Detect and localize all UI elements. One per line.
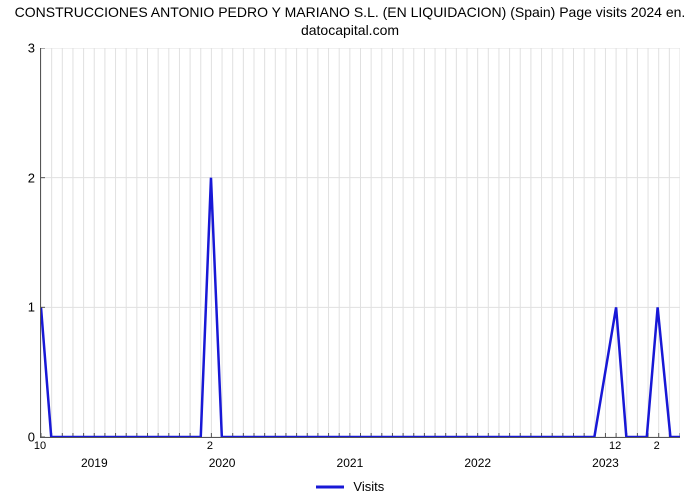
x-year-label: 2022 (464, 456, 491, 470)
visits-chart: CONSTRUCCIONES ANTONIO PEDRO Y MARIANO S… (0, 0, 700, 500)
y-tick-label: 1 (5, 300, 35, 315)
x-year-label: 2020 (209, 456, 236, 470)
chart-title: CONSTRUCCIONES ANTONIO PEDRO Y MARIANO S… (0, 4, 700, 39)
y-tick-label: 3 (5, 41, 35, 56)
data-value-label: 2 (654, 440, 660, 452)
legend-series-label: Visits (353, 479, 384, 494)
chart-title-line2: datocapital.com (301, 22, 399, 38)
x-year-label: 2023 (592, 456, 619, 470)
legend: Visits (0, 478, 700, 494)
plot-svg (41, 48, 680, 437)
x-year-label: 2019 (81, 456, 108, 470)
y-tick-label: 0 (5, 430, 35, 445)
data-value-label: 2 (207, 440, 213, 452)
data-value-label: 12 (609, 440, 621, 452)
y-tick-label: 2 (5, 170, 35, 185)
x-year-label: 2021 (337, 456, 364, 470)
chart-title-line1: CONSTRUCCIONES ANTONIO PEDRO Y MARIANO S… (15, 4, 686, 20)
plot-area (40, 48, 680, 438)
legend-swatch (316, 482, 344, 492)
data-value-label: 10 (34, 440, 46, 452)
